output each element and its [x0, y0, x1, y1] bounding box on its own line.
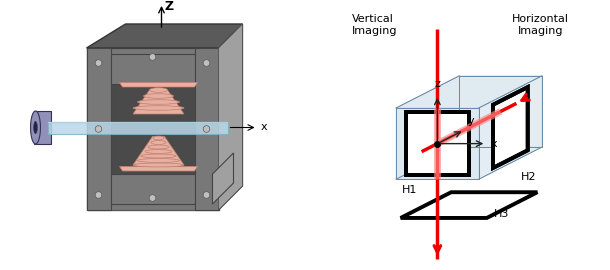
Polygon shape — [133, 90, 184, 114]
Ellipse shape — [148, 145, 169, 149]
Ellipse shape — [137, 158, 179, 163]
Ellipse shape — [203, 126, 210, 132]
Ellipse shape — [133, 106, 184, 110]
Polygon shape — [110, 84, 195, 174]
Text: Z: Z — [165, 0, 174, 13]
Polygon shape — [120, 167, 198, 171]
Text: z: z — [434, 79, 440, 89]
Polygon shape — [93, 174, 212, 204]
Text: y: y — [468, 116, 475, 127]
Text: x: x — [260, 123, 267, 133]
Polygon shape — [396, 147, 542, 179]
Polygon shape — [87, 48, 110, 210]
Polygon shape — [218, 24, 243, 210]
Text: H1: H1 — [402, 185, 417, 195]
Ellipse shape — [95, 60, 102, 66]
Text: H3: H3 — [494, 208, 510, 218]
Polygon shape — [406, 112, 469, 175]
Polygon shape — [396, 76, 459, 179]
Ellipse shape — [145, 150, 172, 153]
Ellipse shape — [95, 126, 102, 132]
Polygon shape — [34, 122, 37, 133]
Polygon shape — [93, 54, 212, 84]
Polygon shape — [396, 76, 542, 108]
Text: Horizontal
Imaging: Horizontal Imaging — [512, 14, 569, 36]
Polygon shape — [459, 76, 542, 147]
Ellipse shape — [137, 100, 179, 104]
Polygon shape — [48, 122, 228, 123]
Polygon shape — [493, 87, 528, 168]
Polygon shape — [120, 83, 198, 87]
Polygon shape — [30, 111, 40, 144]
Polygon shape — [195, 48, 218, 210]
Polygon shape — [48, 122, 228, 133]
Ellipse shape — [143, 94, 173, 98]
Text: H2: H2 — [521, 172, 536, 182]
Polygon shape — [34, 111, 51, 144]
Ellipse shape — [149, 195, 156, 201]
Ellipse shape — [203, 60, 210, 66]
Ellipse shape — [95, 192, 102, 198]
Polygon shape — [479, 76, 542, 179]
Ellipse shape — [151, 141, 166, 144]
Polygon shape — [133, 137, 184, 165]
Polygon shape — [218, 24, 243, 210]
Ellipse shape — [149, 88, 168, 92]
Ellipse shape — [203, 192, 210, 198]
Ellipse shape — [133, 163, 184, 167]
Text: x: x — [491, 139, 497, 148]
Polygon shape — [87, 24, 243, 48]
Ellipse shape — [149, 54, 156, 60]
Text: Vertical
Imaging: Vertical Imaging — [353, 14, 398, 36]
Polygon shape — [212, 33, 234, 84]
Polygon shape — [396, 108, 479, 179]
Polygon shape — [87, 48, 218, 210]
Polygon shape — [212, 153, 234, 204]
Polygon shape — [401, 192, 537, 218]
Ellipse shape — [153, 136, 164, 140]
Ellipse shape — [141, 154, 176, 158]
